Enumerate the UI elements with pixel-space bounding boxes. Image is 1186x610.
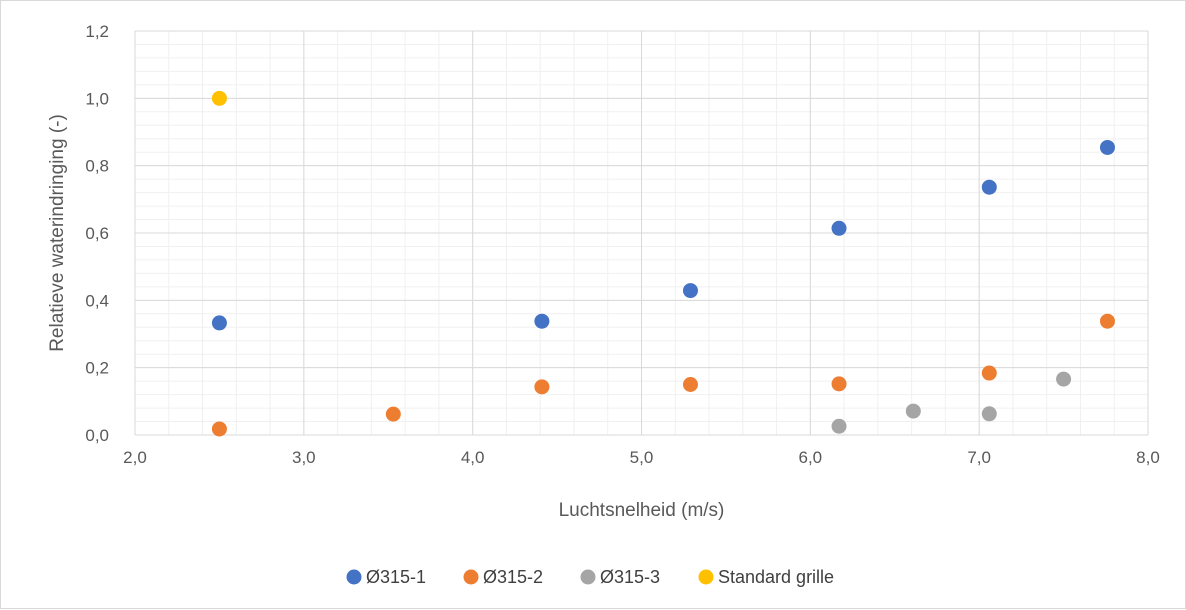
legend-marker [698, 569, 714, 585]
x-axis-tick-labels: 2,0 3,0 4,0 5,0 6,0 7,0 8,0 [123, 448, 1160, 467]
y-tick-label: 1,0 [85, 89, 109, 108]
x-tick-label: 8,0 [1136, 448, 1160, 467]
data-point-series-4 [211, 90, 227, 106]
legend-marker [580, 569, 596, 585]
x-tick-label: 2,0 [123, 448, 147, 467]
y-axis-tick-labels: 0,0 0,2 0,4 0,6 0,8 1,0 1,2 [85, 22, 109, 445]
x-tick-label: 6,0 [799, 448, 823, 467]
y-tick-label: 0,0 [85, 426, 109, 445]
data-point-series-3 [905, 403, 921, 419]
data-point-series-1 [981, 179, 997, 195]
x-tick-label: 7,0 [967, 448, 991, 467]
data-point-series-1 [1099, 139, 1115, 155]
legend: Ø315-1 Ø315-2 Ø315-3 Standard grille [346, 567, 834, 587]
data-point-series-2 [385, 406, 401, 422]
y-tick-label: 0,2 [85, 359, 109, 378]
data-point-series-2 [1099, 313, 1115, 329]
y-tick-label: 0,8 [85, 157, 109, 176]
data-point-series-2 [534, 379, 550, 395]
legend-marker [463, 569, 479, 585]
legend-label: Ø315-3 [600, 567, 660, 587]
x-axis-title: Luchtsnelheid (m/s) [559, 500, 725, 521]
data-point-series-1 [211, 315, 227, 331]
legend-label: Ø315-2 [483, 567, 543, 587]
x-tick-label: 5,0 [630, 448, 654, 467]
legend-label: Ø315-1 [366, 567, 426, 587]
legend-marker [346, 569, 362, 585]
data-point-series-2 [682, 377, 698, 392]
major-gridlines [134, 30, 1149, 436]
y-axis-title: Relatieve waterindringing (-) [47, 114, 68, 352]
x-tick-label: 4,0 [461, 448, 485, 467]
data-point-series-3 [1056, 371, 1072, 387]
y-tick-label: 0,6 [85, 224, 109, 243]
y-tick-label: 1,2 [85, 22, 109, 41]
data-point-series-1 [831, 220, 847, 236]
data-point-series-2 [831, 376, 847, 392]
data-point-series-1 [534, 313, 550, 329]
y-tick-label: 0,4 [85, 291, 109, 310]
data-point-series-1 [682, 283, 698, 299]
data-points [211, 90, 1115, 437]
data-point-series-3 [981, 406, 997, 422]
data-point-series-2 [211, 421, 227, 437]
x-tick-label: 3,0 [292, 448, 316, 467]
data-point-series-3 [831, 418, 847, 434]
legend-label: Standard grille [718, 567, 834, 587]
data-point-series-2 [981, 365, 997, 381]
